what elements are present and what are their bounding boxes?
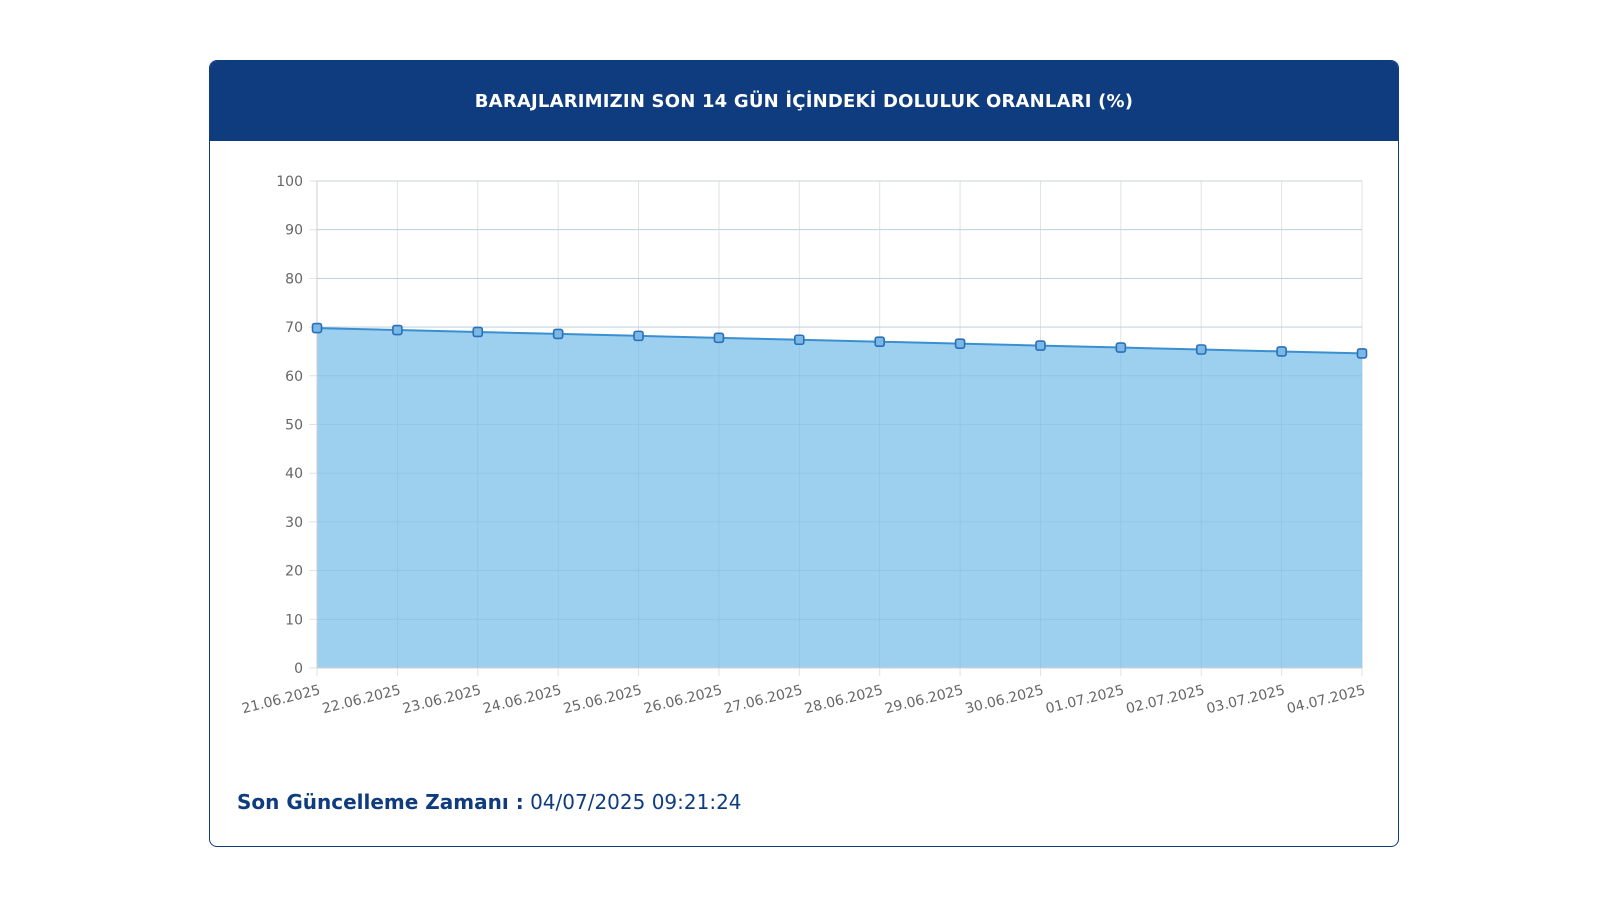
- x-tick-label: 30.06.2025: [964, 682, 1046, 717]
- y-tick-label: 90: [285, 223, 303, 239]
- data-point: [1276, 346, 1287, 357]
- data-point: [1356, 348, 1368, 359]
- last-update: Son Güncelleme Zamanı : 04/07/2025 09:21…: [237, 790, 742, 814]
- x-tick-label: 27.06.2025: [723, 682, 805, 717]
- card-header: BARAJLARIMIZIN SON 14 GÜN İÇİNDEKİ DOLUL…: [210, 61, 1398, 141]
- x-tick-label: 25.06.2025: [562, 682, 644, 717]
- data-point: [633, 330, 644, 342]
- last-update-label: Son Güncelleme Zamanı :: [237, 790, 524, 814]
- y-tick-label: 70: [285, 320, 303, 336]
- data-point: [311, 322, 323, 334]
- data-point: [713, 332, 725, 344]
- y-tick-label: 100: [276, 174, 303, 190]
- x-tick-label: 21.06.2025: [240, 682, 322, 717]
- data-point: [1035, 340, 1046, 351]
- last-update-value: 04/07/2025 09:21:24: [530, 790, 742, 814]
- x-tick-label: 29.06.2025: [883, 682, 965, 717]
- x-tick-label: 02.07.2025: [1125, 682, 1207, 717]
- card-title: BARAJLARIMIZIN SON 14 GÜN İÇİNDEKİ DOLUL…: [474, 90, 1134, 112]
- data-point: [552, 328, 564, 340]
- x-tick-label: 28.06.2025: [803, 682, 885, 717]
- y-tick-label: 0: [294, 661, 303, 677]
- x-tick-label: 01.07.2025: [1044, 682, 1126, 717]
- data-point: [392, 324, 403, 336]
- series-area: [317, 328, 1362, 668]
- x-tick-label: 23.06.2025: [401, 682, 483, 717]
- y-tick-label: 10: [285, 612, 303, 628]
- data-point: [874, 336, 885, 348]
- data-point: [794, 334, 805, 346]
- y-tick-label: 80: [285, 271, 303, 287]
- data-point: [954, 338, 966, 349]
- x-tick-label: 03.07.2025: [1205, 682, 1287, 717]
- series-line: [316, 327, 1363, 355]
- y-tick-label: 50: [285, 418, 303, 434]
- data-point: [1115, 342, 1127, 353]
- x-tick-label: 26.06.2025: [642, 682, 724, 717]
- area-chart: 0 10 20 30 40 50 60 70 80 90 100 21.06.202522.06.20…: [240, 174, 1368, 717]
- x-tick-label: 24.06.2025: [481, 682, 563, 717]
- data-point: [472, 326, 484, 338]
- y-tick-label: 30: [285, 515, 303, 531]
- x-tick-label: 22.06.2025: [321, 682, 403, 717]
- y-tick-label: 40: [285, 466, 303, 482]
- x-tick-label: 04.07.2025: [1285, 682, 1367, 717]
- y-tick-label: 20: [285, 564, 303, 580]
- chart-card: BARAJLARIMIZIN SON 14 GÜN İÇİNDEKİ DOLUL…: [209, 60, 1399, 847]
- data-point: [1195, 344, 1207, 355]
- y-tick-label: 60: [285, 369, 303, 385]
